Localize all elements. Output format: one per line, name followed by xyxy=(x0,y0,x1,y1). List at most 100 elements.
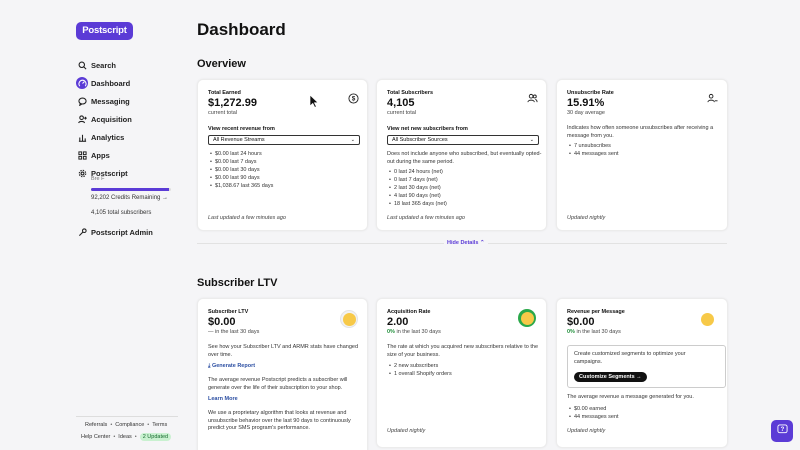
card-description: See how your Subscriber LTV and ARMR sta… xyxy=(208,344,359,358)
sidebar-item-label: Analytics xyxy=(91,132,125,142)
card-subtitle: current total xyxy=(208,110,238,116)
card-subtitle: current total xyxy=(387,110,417,116)
generate-report-link[interactable]: ⤓ Generate Report xyxy=(208,363,256,369)
list-item: $0.00 last 24 hours xyxy=(210,150,273,158)
subscriber-ltv-card: Subscriber LTV $0.00 — in the last 30 da… xyxy=(197,298,368,450)
select-value: All Revenue Streams xyxy=(213,137,265,143)
thinking-emoji-icon xyxy=(340,310,358,328)
learn-more-link[interactable]: Learn More xyxy=(208,396,238,402)
card-label: Acquisition Rate xyxy=(387,309,431,315)
card-label: Total Earned xyxy=(208,90,241,96)
segment-promo-text: Create customized segments to optimize y… xyxy=(574,351,686,365)
card-value: $0.00 xyxy=(208,316,236,328)
footer-divider xyxy=(76,416,178,417)
card-value: $0.00 xyxy=(567,316,595,328)
separator-dot: • xyxy=(113,434,116,440)
revenue-stream-select[interactable]: All Revenue Streams ⌄ xyxy=(208,135,360,145)
sidebar-item-label: Postscript xyxy=(91,168,128,178)
ideas-link[interactable]: Ideas xyxy=(118,434,132,440)
list-item: 0 last 7 days (net) xyxy=(389,176,447,184)
segment-promo-box: Create customized segments to optimize y… xyxy=(567,345,726,388)
list-item: 4 last 90 days (net) xyxy=(389,192,447,200)
referrals-link[interactable]: Referrals xyxy=(85,422,108,428)
emoji-face xyxy=(700,312,714,326)
separator-dot: • xyxy=(147,422,150,428)
card-label: Total Subscribers xyxy=(387,90,434,96)
sidebar-item-admin[interactable]: Postscript Admin xyxy=(76,223,153,241)
subscriber-list: 0 last 24 hours (net) 0 last 7 days (net… xyxy=(389,168,447,208)
list-item: 0 last 24 hours (net) xyxy=(389,168,447,176)
overview-title: Overview xyxy=(197,58,246,70)
card-subtitle: 30 day average xyxy=(567,110,605,116)
help-icon: ? xyxy=(776,422,788,440)
sidebar-item-apps[interactable]: Apps xyxy=(76,146,110,164)
terms-link[interactable]: Terms xyxy=(152,422,168,428)
card-value: 2.00 xyxy=(387,316,409,328)
card-description: Does not include anyone who subscribed, … xyxy=(387,151,542,165)
credits-remaining-link[interactable]: 92,202 Credits Remaining → xyxy=(91,195,169,201)
card-description: The average revenue Postscript predicts … xyxy=(208,377,348,391)
total-subscribers-card: Total Subscribers 4,105 current total Vi… xyxy=(376,79,547,231)
filter-label: View recent revenue from xyxy=(208,126,275,132)
card-subtitle: 0% in the last 30 days xyxy=(567,329,621,335)
sidebar-item-messaging[interactable]: Messaging xyxy=(76,92,130,110)
dashboard-icon xyxy=(76,77,88,89)
sidebar-item-acquisition[interactable]: Acquisition xyxy=(76,110,132,128)
list-item: $0.00 earned xyxy=(569,405,619,413)
last-updated: Updated nightly xyxy=(567,215,606,221)
user-minus-icon xyxy=(707,91,718,103)
help-chat-button[interactable]: ? xyxy=(771,420,793,442)
hide-details-button[interactable]: Hide Details ⌃ xyxy=(444,240,488,246)
unsubscribe-list: 7 unsubscribes 44 messages sent xyxy=(569,142,619,158)
postscript-logo[interactable]: Postscript xyxy=(76,22,133,40)
card-description: We use a proprietary algorithm that look… xyxy=(208,410,351,431)
dollar-icon: $ xyxy=(348,91,359,104)
credits-progress-bar xyxy=(91,188,171,191)
total-subscribers-text: 4,105 total subscribers xyxy=(91,210,152,216)
svg-text:?: ? xyxy=(780,427,784,433)
compliance-link[interactable]: Compliance xyxy=(115,422,145,428)
period-text: in the last 30 days xyxy=(574,329,621,335)
footer-links-secondary: Help Center • Ideas • 2 Updated xyxy=(81,433,172,441)
analytics-icon xyxy=(76,131,88,143)
apps-icon xyxy=(76,149,88,161)
sidebar-item-search[interactable]: Search xyxy=(76,56,116,74)
sidebar-item-analytics[interactable]: Analytics xyxy=(76,128,124,146)
revenue-list: $0.00 last 24 hours $0.00 last 7 days $0… xyxy=(210,150,273,190)
card-subtitle: 0% in the last 30 days xyxy=(387,329,441,335)
customize-segments-button[interactable]: Customize Segments → xyxy=(574,372,647,382)
sidebar-item-label: Dashboard xyxy=(91,78,131,88)
sidebar-item-label: Apps xyxy=(91,150,110,160)
list-item: 2 last 30 days (net) xyxy=(389,184,447,192)
sidebar-item-label: Postscript Admin xyxy=(91,227,153,237)
emoji-face xyxy=(342,312,356,326)
sidebar-item-account[interactable]: Postscript xyxy=(76,164,128,182)
wrench-icon xyxy=(76,226,88,238)
svg-text:$: $ xyxy=(352,96,356,103)
chevron-down-icon: ⌄ xyxy=(350,137,355,143)
search-icon xyxy=(76,59,88,71)
unsubscribe-rate-card: Unsubscribe Rate 15.91% 30 day average I… xyxy=(556,79,728,231)
list-item: 2 new subscribers xyxy=(389,362,452,370)
card-description: The average revenue a message generated … xyxy=(567,394,694,400)
separator-dot: • xyxy=(110,422,113,428)
list-item: 44 messages sent xyxy=(569,150,619,158)
last-updated: Updated nightly xyxy=(567,428,606,434)
separator-dot: • xyxy=(134,434,137,440)
sidebar: Postscript Search Dashboard Messaging Ac… xyxy=(0,0,184,450)
list-item: 44 messages sent xyxy=(569,413,619,421)
card-description: Indicates how often someone unsubscribes… xyxy=(567,125,714,139)
subscriber-source-select[interactable]: All Subscriber Sources ⌄ xyxy=(387,135,539,145)
updated-badge[interactable]: 2 Updated xyxy=(139,433,172,441)
percent-change: 0% xyxy=(567,329,575,335)
main-content: Dashboard Overview Total Earned $1,272.9… xyxy=(196,0,800,450)
sidebar-item-label: Messaging xyxy=(91,96,130,106)
sidebar-item-dashboard[interactable]: Dashboard xyxy=(76,74,130,92)
card-value: 4,105 xyxy=(387,97,415,109)
card-value: 15.91% xyxy=(567,97,605,109)
select-value: All Subscriber Sources xyxy=(392,137,448,143)
help-center-link[interactable]: Help Center xyxy=(81,434,111,440)
card-label: Unsubscribe Rate xyxy=(567,90,614,96)
card-value: $1,272.99 xyxy=(208,97,257,109)
card-subtitle: — in the last 30 days xyxy=(208,329,260,335)
